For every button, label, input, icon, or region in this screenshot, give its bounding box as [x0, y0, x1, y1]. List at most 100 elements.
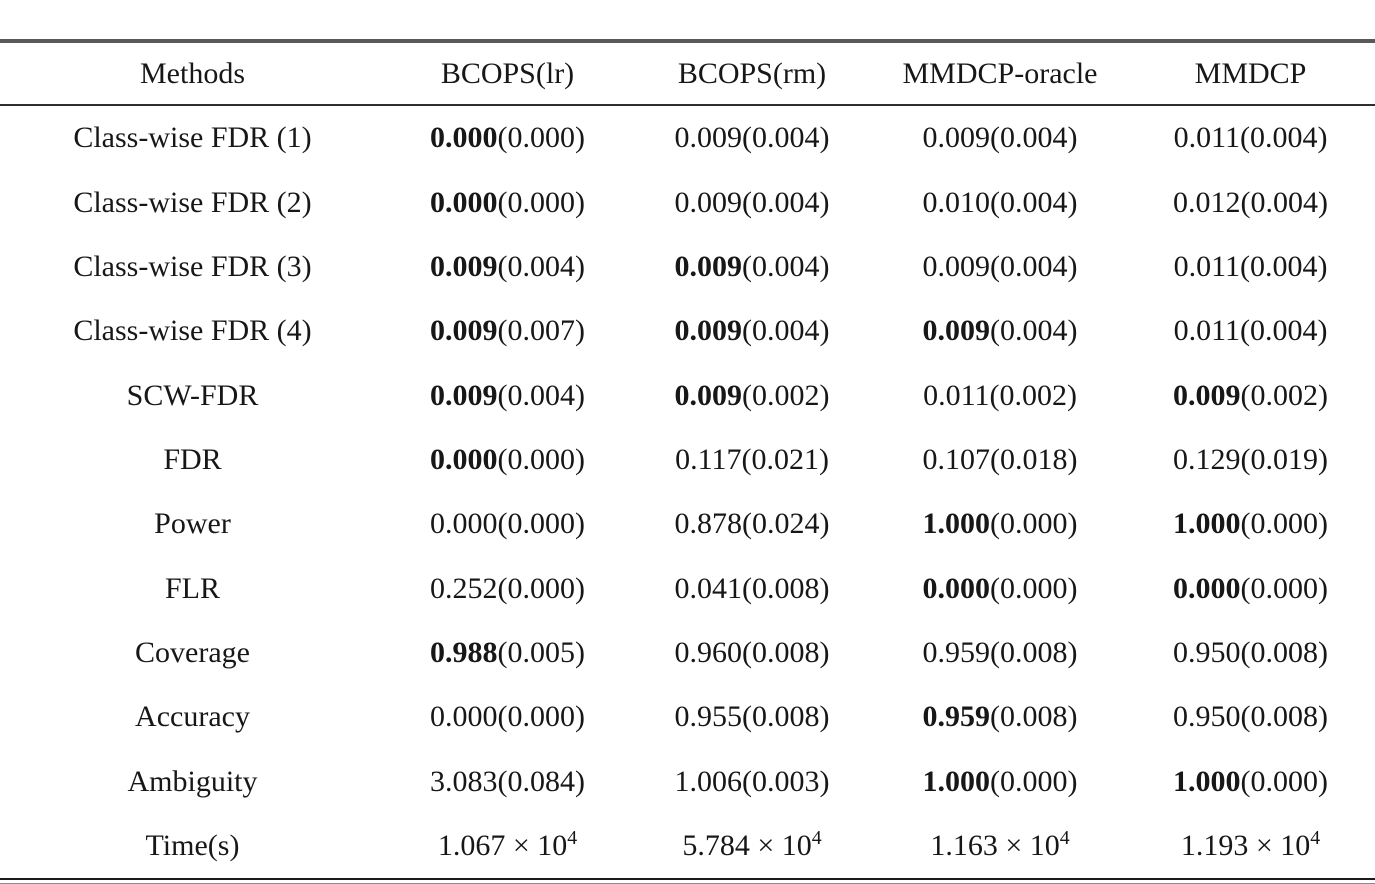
value-main: 0.000: [1173, 571, 1241, 605]
value-stderr: (0.004): [1240, 185, 1328, 219]
value-cell: 0.009(0.002): [630, 379, 874, 413]
value-cell: 0.117(0.021): [630, 443, 874, 477]
value-main: 0.011: [1173, 249, 1240, 283]
value-stderr: (0.003): [742, 764, 830, 798]
value-stderr: (0.000): [1240, 571, 1328, 605]
value-main: 0.009: [674, 185, 743, 219]
value-cell: 0.000(0.000): [874, 572, 1126, 606]
value-cell: 1.067 × 104: [385, 827, 630, 863]
value-stderr: (0.000): [497, 121, 585, 155]
value-mantissa: 1.163 × 10: [930, 828, 1060, 862]
table-row: Coverage 0.988(0.005) 0.960(0.008) 0.959(0.…: [0, 621, 1375, 685]
value-main: 3.083: [430, 764, 498, 798]
value-main: 0.009: [674, 121, 743, 155]
row-label: Class-wise FDR (3): [73, 249, 312, 283]
value-main: 0.252: [430, 571, 498, 605]
value-cell: 0.009(0.004): [874, 250, 1126, 284]
value-main: 0.000: [430, 121, 498, 155]
value-main: 0.009: [674, 378, 743, 412]
value-main: 0.011: [923, 378, 990, 412]
value-main: 0.010: [922, 185, 991, 219]
value-stderr: (0.008): [742, 700, 830, 734]
value-main: 0.011: [1173, 121, 1240, 155]
value-main: 0.011: [1173, 314, 1240, 348]
value-cell: 0.950(0.008): [1126, 636, 1375, 670]
value-main: 0.950: [1173, 700, 1241, 734]
value-stderr: (0.024): [742, 507, 830, 541]
table-row: Class-wise FDR (2) 0.000(0.000) 0.009(0.00…: [0, 170, 1375, 234]
value-main: 0.000: [922, 571, 991, 605]
value-main: 0.959: [922, 635, 991, 669]
value-exponent: 4: [1059, 827, 1070, 850]
value-main: 0.009: [1173, 378, 1241, 412]
row-label: Power: [154, 507, 231, 541]
value-mantissa: 1.067 × 10: [437, 828, 568, 862]
value-stderr: (0.005): [497, 635, 585, 669]
value-main: 0.009: [430, 314, 498, 348]
value-stderr: (0.008): [990, 635, 1078, 669]
value-exponent: 4: [567, 827, 578, 850]
value-cell: 1.000(0.000): [1126, 765, 1375, 799]
table-row: Class-wise FDR (4) 0.009(0.007) 0.009(0.00…: [0, 299, 1375, 363]
value-cell: 1.006(0.003): [630, 765, 874, 799]
value-stderr: (0.008): [1240, 700, 1328, 734]
value-stderr: (0.004): [742, 121, 830, 155]
row-label: Coverage: [135, 635, 250, 669]
value-cell: 0.009(0.004): [630, 314, 874, 348]
value-stderr: (0.004): [990, 121, 1078, 155]
table-row: FDR 0.000(0.000) 0.117(0.021) 0.107(0.018) 0…: [0, 428, 1375, 492]
value-mantissa: 1.193 × 10: [1180, 828, 1311, 862]
value-cell: 0.955(0.008): [630, 700, 874, 734]
value-cell: 0.009(0.007): [385, 314, 630, 348]
value-cell: 0.010(0.004): [874, 186, 1126, 220]
value-cell: 0.000(0.000): [385, 700, 630, 734]
value-cell: 0.959(0.008): [874, 700, 1126, 734]
value-cell: 0.252(0.000): [385, 572, 630, 606]
value-stderr: (0.008): [742, 571, 830, 605]
value-stderr: (0.000): [497, 571, 585, 605]
value-main: 0.009: [674, 314, 743, 348]
value-main: 0.009: [922, 121, 991, 155]
value-stderr: (0.008): [1240, 635, 1328, 669]
table-row: Accuracy 0.000(0.000) 0.955(0.008) 0.959(0.…: [0, 685, 1375, 749]
table-body: Class-wise FDR (1) 0.000(0.000) 0.009(0.00…: [0, 106, 1375, 878]
column-header-mmdcp: MMDCP: [1194, 56, 1307, 90]
value-main: 1.000: [922, 507, 991, 541]
value-exponent: 4: [1310, 827, 1321, 850]
row-label: FLR: [164, 571, 221, 605]
value-main: 0.000: [430, 185, 498, 219]
table-row: Time(s) 1.067 × 104 5.784 × 104 1.163 × 104…: [0, 814, 1375, 878]
value-cell: 0.009(0.004): [385, 250, 630, 284]
value-cell: 0.000(0.000): [385, 121, 630, 155]
value-main: 0.000: [430, 442, 498, 476]
value-main: 0.988: [430, 635, 498, 669]
value-stderr: (0.000): [990, 507, 1078, 541]
value-stderr: (0.004): [990, 249, 1078, 283]
value-stderr: (0.002): [1240, 378, 1328, 412]
value-main: 0.960: [674, 635, 743, 669]
value-main: 0.000: [430, 507, 498, 541]
value-stderr: (0.008): [742, 635, 830, 669]
value-cell: 0.959(0.008): [874, 636, 1126, 670]
results-table: Methods BCOPS(lr) BCOPS(rm) MMDCP-oracle…: [0, 43, 1375, 878]
value-stderr: (0.008): [990, 700, 1078, 734]
value-stderr: (0.084): [497, 764, 585, 798]
value-stderr: (0.002): [742, 378, 830, 412]
value-stderr: (0.004): [742, 185, 830, 219]
value-cell: 0.960(0.008): [630, 636, 874, 670]
value-cell: 1.000(0.000): [1126, 507, 1375, 541]
value-cell: 0.107(0.018): [874, 443, 1126, 477]
table-row: SCW-FDR 0.009(0.004) 0.009(0.002) 0.011(0.0…: [0, 363, 1375, 427]
table-bottom-rule: [0, 878, 1375, 880]
value-stderr: (0.019): [1240, 442, 1328, 476]
value-cell: 0.012(0.004): [1126, 186, 1375, 220]
value-cell: 3.083(0.084): [385, 765, 630, 799]
value-main: 0.129: [1173, 442, 1241, 476]
value-cell: 0.009(0.004): [874, 121, 1126, 155]
value-mantissa: 5.784 × 10: [682, 828, 812, 862]
value-cell: 1.163 × 104: [874, 827, 1126, 863]
value-cell: 0.011(0.004): [1126, 250, 1375, 284]
value-stderr: (0.000): [1240, 764, 1328, 798]
value-main: 0.009: [922, 249, 991, 283]
value-main: 0.009: [922, 314, 991, 348]
